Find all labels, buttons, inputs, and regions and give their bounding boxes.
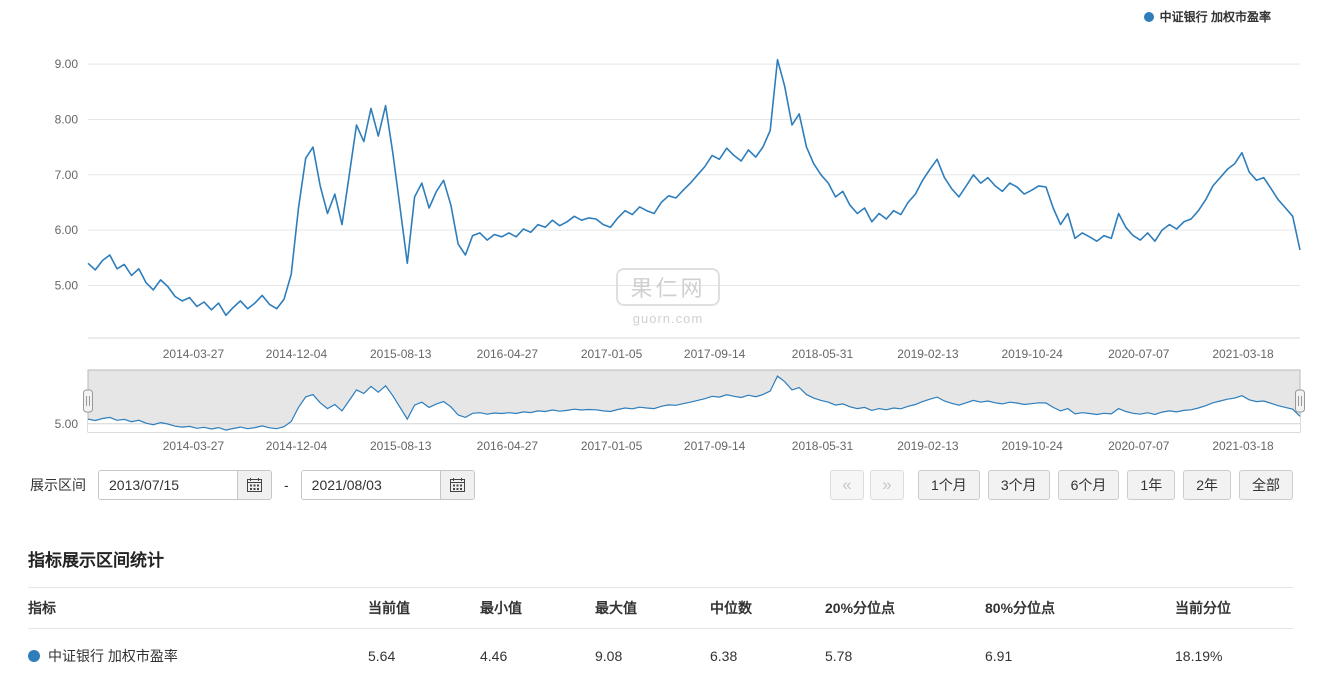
- calendar-icon: [247, 478, 262, 492]
- y-axis-label: 9.00: [55, 57, 79, 71]
- stats-section-title: 指标展示区间统计: [28, 546, 1293, 571]
- legend[interactable]: 中证银行 加权市盈率: [1144, 8, 1271, 25]
- navigator-x-label: 2014-03-27: [163, 439, 225, 453]
- stats-cell-5: 5.78: [825, 629, 985, 683]
- end-date-calendar-button[interactable]: [440, 471, 474, 499]
- navigator-x-label: 2015-08-13: [370, 439, 432, 453]
- x-axis-label: 2015-08-13: [370, 347, 432, 361]
- stats-header-6: 20%分位点: [825, 588, 985, 629]
- stats-cell-3: 9.08: [595, 629, 710, 683]
- y-axis-label: 6.00: [55, 223, 79, 237]
- stats-header-3: 最小值: [480, 588, 595, 629]
- x-axis-label: 2021-03-18: [1212, 347, 1274, 361]
- range-button-3[interactable]: 6个月: [1058, 470, 1120, 500]
- pan-left-button[interactable]: «: [830, 470, 864, 500]
- y-axis-label: 8.00: [55, 112, 79, 126]
- legend-series-label: 中证银行 加权市盈率: [1160, 8, 1271, 25]
- navigator-handle-left[interactable]: [84, 390, 93, 412]
- y-axis-label: 7.00: [55, 168, 79, 182]
- pan-right-button[interactable]: »: [870, 470, 904, 500]
- range-button-2[interactable]: 3个月: [988, 470, 1050, 500]
- start-date-input[interactable]: [99, 471, 237, 499]
- stats-cell-1: 5.64: [368, 629, 480, 683]
- y-axis-label: 5.00: [55, 278, 79, 292]
- x-axis-label: 2014-03-27: [163, 347, 225, 361]
- x-axis-label: 2020-07-07: [1108, 347, 1170, 361]
- stats-cell-7: 18.19%: [1175, 629, 1293, 683]
- navigator[interactable]: 5.00 2014-03-27 2014-12-04 2015-08-13 2016-0…: [0, 366, 1321, 458]
- navigator-handle-right[interactable]: [1296, 390, 1305, 412]
- navigator-y-label: 5.00: [55, 417, 79, 431]
- navigator-x-label: 2020-07-07: [1108, 439, 1170, 453]
- series-dot: [28, 650, 40, 662]
- navigator-x-label: 2021-03-18: [1212, 439, 1274, 453]
- series-line: [88, 60, 1300, 316]
- main-chart[interactable]: 5.00 6.00 7.00 8.00 9.00 2014-03-27 2014-12-04…: [0, 28, 1321, 366]
- stats-header-7: 80%分位点: [985, 588, 1175, 629]
- navigator-x-label: 2019-10-24: [1001, 439, 1063, 453]
- stats-cell-name: 中证银行 加权市盈率: [28, 629, 368, 683]
- start-date-group: [98, 470, 272, 500]
- navigator-x-label: 2017-01-05: [581, 439, 643, 453]
- calendar-icon: [450, 478, 465, 492]
- navigator-x-label: 2018-05-31: [792, 439, 854, 453]
- stats-header-1: 指标: [28, 588, 368, 629]
- x-axis-label: 2016-04-27: [477, 347, 539, 361]
- series-name: 中证银行 加权市盈率: [48, 648, 178, 664]
- x-axis-label: 2017-01-05: [581, 347, 643, 361]
- navigator-x-label: 2016-04-27: [477, 439, 539, 453]
- stats-header-8: 当前分位: [1175, 588, 1293, 629]
- x-axis-label: 2018-05-31: [792, 347, 854, 361]
- stats-cell-4: 6.38: [710, 629, 825, 683]
- range-label: 展示区间: [30, 475, 86, 495]
- end-date-input[interactable]: [302, 471, 440, 499]
- range-button-6[interactable]: 全部: [1239, 470, 1293, 500]
- stats-header-5: 中位数: [710, 588, 825, 629]
- navigator-x-label: 2019-02-13: [897, 439, 959, 453]
- stats-cell-2: 4.46: [480, 629, 595, 683]
- stats-cell-6: 6.91: [985, 629, 1175, 683]
- range-button-5[interactable]: 2年: [1183, 470, 1231, 500]
- stats-header-2: 当前值: [368, 588, 480, 629]
- x-axis-label: 2014-12-04: [266, 347, 328, 361]
- range-button-4[interactable]: 1年: [1127, 470, 1175, 500]
- start-date-calendar-button[interactable]: [237, 471, 271, 499]
- x-axis-label: 2019-10-24: [1001, 347, 1063, 361]
- end-date-group: [301, 470, 475, 500]
- navigator-x-label: 2014-12-04: [266, 439, 328, 453]
- x-axis-label: 2017-09-14: [684, 347, 746, 361]
- range-button-1[interactable]: 1个月: [918, 470, 980, 500]
- x-axis-label: 2019-02-13: [897, 347, 959, 361]
- stats-header-4: 最大值: [595, 588, 710, 629]
- date-range-separator: -: [284, 477, 289, 493]
- navigator-x-label: 2017-09-14: [684, 439, 746, 453]
- legend-series-dot: [1144, 12, 1154, 22]
